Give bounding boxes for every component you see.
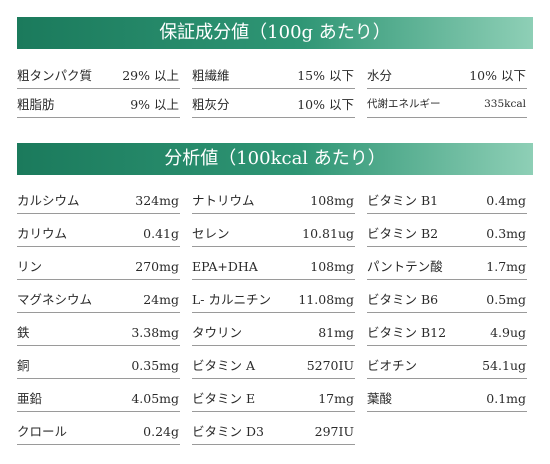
nutrient-value: 9% 以上	[130, 97, 179, 112]
nutrient-label: マグネシウム	[17, 292, 93, 307]
nutrient-value: 5270IU	[306, 358, 354, 373]
guaranteed-analysis-header: 保証成分値（100g あたり）	[17, 17, 533, 49]
nutrient-value: 11.08mg	[298, 292, 354, 307]
nutrient-cell: ビタミン D3 297IU	[192, 419, 355, 445]
nutrient-label: L- カルニチン	[192, 292, 271, 307]
nutrient-value: 270mg	[135, 259, 179, 274]
nutrient-value: 324mg	[135, 193, 179, 208]
nutrient-value: 15% 以下	[297, 68, 354, 83]
nutrient-cell: ナトリウム 108mg	[192, 188, 355, 214]
nutrient-label: ビタミン A	[192, 358, 256, 373]
nutrient-value: 0.1mg	[486, 391, 526, 406]
nutrient-cell: L- カルニチン 11.08mg	[192, 287, 355, 313]
nutrient-cell: ビオチン 54.1ug	[367, 353, 527, 379]
nutrient-value: 0.3mg	[486, 226, 526, 241]
nutrient-label: 粗タンパク質	[17, 68, 93, 83]
nutrient-label: ビタミン E	[192, 391, 256, 406]
nutrient-value: 17mg	[318, 391, 354, 406]
nutrient-label: パントテン酸	[367, 259, 443, 274]
nutrient-label: ビタミン B6	[367, 292, 439, 307]
nutrient-value: 10% 以下	[469, 68, 526, 83]
nutrient-cell: マグネシウム 24mg	[17, 287, 180, 313]
nutrient-cell: ビタミン B1 0.4mg	[367, 188, 527, 214]
nutrient-value: 0.35mg	[131, 358, 179, 373]
nutrient-label: ビタミン B12	[367, 325, 447, 340]
nutrient-value: 0.24g	[143, 424, 179, 439]
nutrient-cell: セレン 10.81ug	[192, 221, 355, 247]
nutrient-cell: ビタミン B2 0.3mg	[367, 221, 527, 247]
nutrient-label: 代謝エネルギー	[367, 98, 441, 110]
nutrient-cell: 粗灰分 10% 以下	[192, 92, 355, 118]
nutrient-label: セレン	[192, 226, 230, 241]
nutrient-cell: カリウム 0.41g	[17, 221, 180, 247]
nutrient-cell: 鉄 3.38mg	[17, 320, 180, 346]
nutrient-label: EPA+DHA	[192, 259, 258, 274]
nutrient-value: 29% 以上	[122, 68, 179, 83]
nutrient-label: カリウム	[17, 226, 68, 241]
nutrient-cell: 銅 0.35mg	[17, 353, 180, 379]
nutrient-cell: リン 270mg	[17, 254, 180, 280]
nutrient-label: ビオチン	[367, 358, 418, 373]
nutrient-cell: ビタミン E 17mg	[192, 386, 355, 412]
nutrient-value: 1.7mg	[486, 259, 526, 274]
nutrient-value: 0.4mg	[486, 193, 526, 208]
nutrient-value: 4.05mg	[131, 391, 179, 406]
nutrient-label: 亜鉛	[17, 391, 43, 406]
nutrient-label: 粗繊維	[192, 68, 230, 83]
nutrient-cell: ビタミン A 5270IU	[192, 353, 355, 379]
nutrient-label: 銅	[17, 358, 30, 373]
nutrient-label: 水分	[367, 68, 393, 83]
nutrient-value: 10% 以下	[297, 97, 354, 112]
nutrient-label: タウリン	[192, 325, 243, 340]
nutrient-label: 鉄	[17, 325, 30, 340]
nutrient-value: 335kcal	[484, 98, 526, 110]
nutrient-cell: 亜鉛 4.05mg	[17, 386, 180, 412]
nutrient-cell: EPA+DHA 108mg	[192, 254, 355, 280]
nutrient-label: ビタミン B2	[367, 226, 439, 241]
nutrient-label: カルシウム	[17, 193, 80, 208]
nutrient-label: 粗脂肪	[17, 97, 55, 112]
nutrient-label: リン	[17, 259, 43, 274]
nutrient-value: 297IU	[314, 424, 354, 439]
nutrient-cell: 代謝エネルギー 335kcal	[367, 92, 527, 118]
nutrient-cell: 粗脂肪 9% 以上	[17, 92, 180, 118]
nutrient-label: ビタミン B1	[367, 193, 439, 208]
nutrient-cell: 粗繊維 15% 以下	[192, 63, 355, 89]
nutrient-value: 24mg	[143, 292, 179, 307]
nutrient-cell: 粗タンパク質 29% 以上	[17, 63, 180, 89]
nutrient-cell: 水分 10% 以下	[367, 63, 527, 89]
nutrient-cell: パントテン酸 1.7mg	[367, 254, 527, 280]
nutrient-value: 0.5mg	[486, 292, 526, 307]
nutrient-cell: カルシウム 324mg	[17, 188, 180, 214]
nutrient-value: 3.38mg	[131, 325, 179, 340]
nutrient-value: 0.41g	[143, 226, 179, 241]
nutrient-value: 108mg	[310, 259, 354, 274]
nutrient-value: 81mg	[318, 325, 354, 340]
nutrient-label: ナトリウム	[192, 193, 255, 208]
nutrient-cell: 葉酸 0.1mg	[367, 386, 527, 412]
nutrient-label: ビタミン D3	[192, 424, 264, 439]
nutrient-value: 4.9ug	[490, 325, 526, 340]
nutrient-cell: ビタミン B6 0.5mg	[367, 287, 527, 313]
nutrient-value: 108mg	[310, 193, 354, 208]
nutrient-value: 10.81ug	[302, 226, 354, 241]
nutrient-label: クロール	[17, 424, 68, 439]
nutrient-value: 54.1ug	[482, 358, 526, 373]
nutrient-label: 葉酸	[367, 391, 393, 406]
nutrient-cell: タウリン 81mg	[192, 320, 355, 346]
nutrient-cell: クロール 0.24g	[17, 419, 180, 445]
nutrient-cell: ビタミン B12 4.9ug	[367, 320, 527, 346]
nutrient-label: 粗灰分	[192, 97, 230, 112]
analysis-values-header: 分析値（100kcal あたり）	[17, 143, 533, 175]
